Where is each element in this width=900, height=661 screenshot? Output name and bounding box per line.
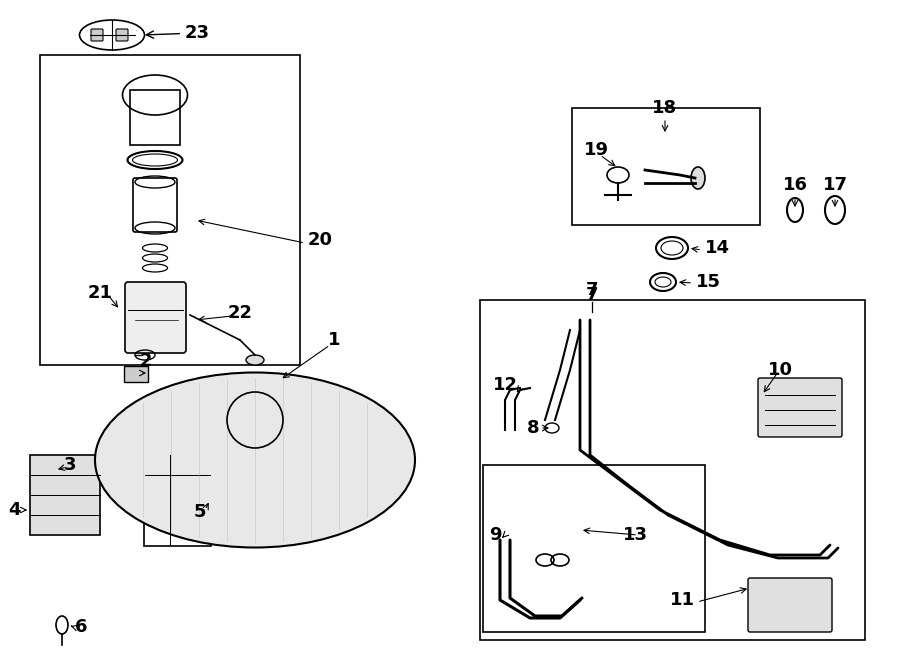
FancyBboxPatch shape [30,455,100,535]
Text: 7: 7 [586,286,598,304]
FancyBboxPatch shape [116,29,128,41]
Text: 2: 2 [140,352,152,370]
FancyBboxPatch shape [91,29,103,41]
FancyBboxPatch shape [125,282,186,353]
FancyBboxPatch shape [748,578,832,632]
Text: 10: 10 [768,361,793,379]
Text: 7: 7 [586,281,598,299]
FancyBboxPatch shape [758,378,842,437]
Text: 9: 9 [490,526,502,544]
FancyBboxPatch shape [124,366,148,382]
Text: 8: 8 [527,419,540,437]
Text: 13: 13 [623,526,647,544]
Text: 6: 6 [75,618,87,636]
Text: 16: 16 [782,176,807,194]
Text: 20: 20 [308,231,333,249]
Ellipse shape [95,373,415,547]
Text: 3: 3 [64,456,76,474]
Text: 4: 4 [8,501,20,519]
Text: 15: 15 [696,273,721,291]
Text: 23: 23 [147,24,210,42]
Text: 5: 5 [194,503,206,521]
Ellipse shape [691,167,705,189]
Text: 17: 17 [823,176,848,194]
Text: 21: 21 [87,284,112,302]
Text: 19: 19 [583,141,608,159]
Ellipse shape [246,355,264,365]
Text: 12: 12 [493,376,518,394]
Text: 18: 18 [652,99,678,117]
Text: 22: 22 [228,304,253,322]
Text: 11: 11 [670,591,695,609]
Text: 14: 14 [705,239,730,257]
Text: 1: 1 [328,331,340,349]
